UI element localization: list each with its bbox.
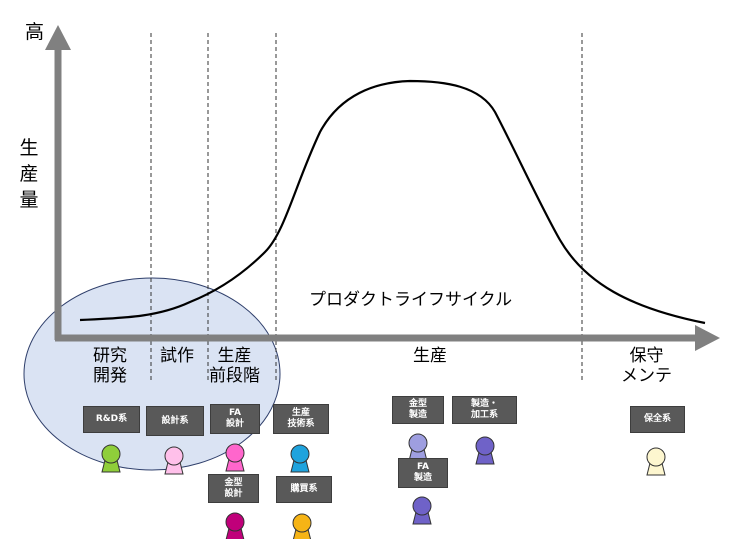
y-axis-arrowhead <box>45 25 71 50</box>
y-axis-label: 生 産 量 <box>16 135 42 213</box>
person-icon-design <box>164 446 184 475</box>
role-rd: R&D系 <box>83 406 140 433</box>
lifecycle-curve <box>79 79 706 325</box>
person-icon-maintenance <box>646 447 666 476</box>
role-mold-mfg: 金型 製造 <box>392 396 444 424</box>
phase-production: 生産 <box>413 346 447 366</box>
person-icon-rd <box>101 444 121 473</box>
x-axis-arrowhead <box>695 325 720 351</box>
person-icon-mold-design <box>225 512 245 539</box>
phase-prototype: 試作 <box>160 346 194 366</box>
y-axis-label-text: 生 産 量 <box>19 137 39 211</box>
axis-top-label: 高 <box>25 21 45 43</box>
phase-maintenance: 保守 メンテ <box>621 346 672 386</box>
person-icon-prod-tech <box>290 444 310 473</box>
role-mold-design: 金型 設計 <box>208 474 259 503</box>
person-icon-fa-mfg <box>412 496 432 525</box>
role-purchasing: 購買系 <box>276 476 332 503</box>
role-fa-design: FA 設計 <box>210 404 260 434</box>
role-design: 設計系 <box>146 406 204 436</box>
person-icon-mold-mfg <box>408 433 428 462</box>
phase-preproduction: 生産 前段階 <box>209 346 260 386</box>
role-maintenance: 保全系 <box>630 406 685 433</box>
phase-research: 研究 開発 <box>93 346 127 386</box>
role-fa-mfg: FA 製造 <box>398 458 448 488</box>
person-icon-mfg-processing <box>475 436 495 465</box>
curve-label: プロダクトライフサイクル <box>309 290 513 310</box>
person-icon-purchasing <box>292 513 312 539</box>
person-icon-fa-design <box>225 443 245 472</box>
role-prod-tech: 生産 技術系 <box>273 404 329 434</box>
people-group <box>101 433 666 539</box>
role-mfg-processing: 製造・ 加工系 <box>452 396 517 424</box>
